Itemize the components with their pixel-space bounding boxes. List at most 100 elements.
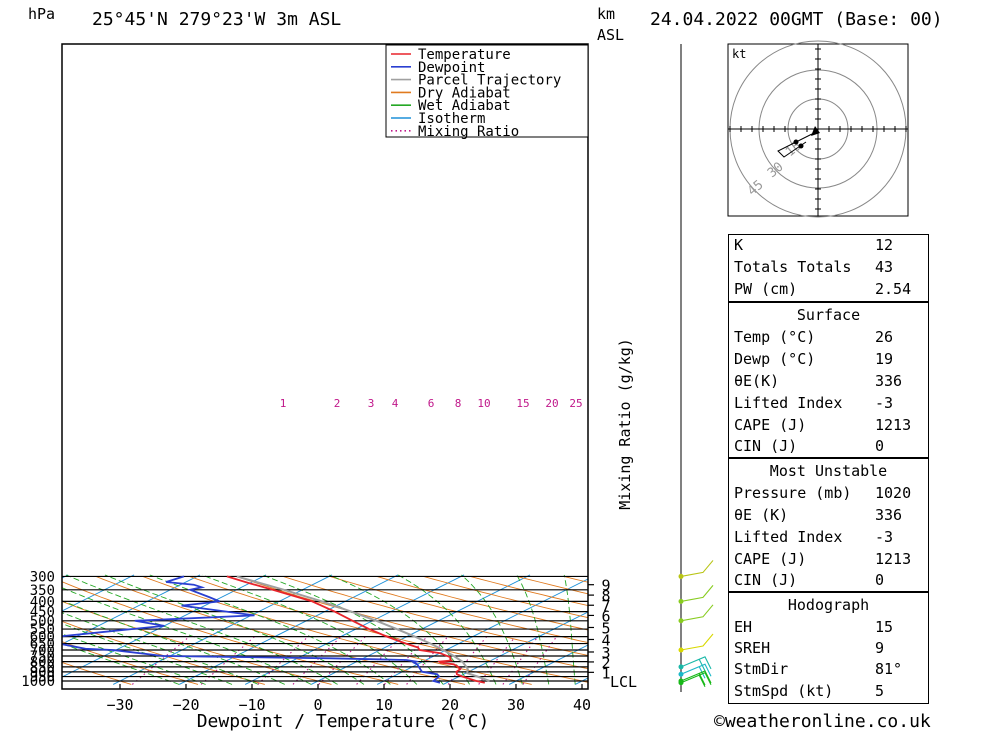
stmspd-value: 5: [875, 682, 885, 700]
surface-table: Surface Temp (°C) 26 Dewp (°C) 19 θE(K) 336…: [728, 302, 929, 458]
temperature-tick-label: 20: [441, 696, 459, 714]
dry-adiabat-line: [376, 575, 588, 631]
mu-cin-label: CIN (J): [734, 571, 798, 589]
surface-title: Surface: [796, 306, 861, 324]
mixing-ratio-tick-label: 3: [368, 397, 375, 410]
stmdir-label: StmDir: [734, 660, 789, 678]
surface-dewp-value: 19: [875, 350, 894, 368]
stmdir-value: 81°: [875, 660, 903, 678]
temperature-line: [226, 575, 485, 684]
wet-adiabat-line: [104, 574, 365, 685]
sreh-label: SREH: [734, 639, 771, 657]
dry-adiabat-line: [329, 575, 588, 644]
dry-adiabat-line: [283, 575, 588, 656]
pw-value: 2.54: [875, 280, 912, 298]
temperature-tick-label: 10: [375, 696, 393, 714]
legend-label: Dry Adiabat: [418, 85, 511, 101]
mu-theta-value: 336: [875, 506, 903, 524]
most-unstable-title: Most Unstable: [769, 462, 888, 480]
pressure-tick-label: 450: [30, 605, 55, 621]
pressure-tick-label: 550: [30, 622, 55, 638]
height-tick-label: 8: [601, 587, 610, 605]
pressure-tick-label: 300: [30, 569, 55, 585]
sreh-value: 9: [875, 639, 885, 657]
mixing-ratio-line: [502, 636, 539, 685]
dry-adiabat-line: [938, 576, 1000, 684]
storm-motion-arrow: [811, 126, 820, 136]
surface-cape-value: 1213: [875, 416, 912, 434]
legend-label: Parcel Trajectory: [418, 73, 561, 89]
dry-adiabat-line: [423, 575, 588, 619]
pressure-tick-label: 1000: [21, 674, 55, 690]
mixing-ratio-tick-label: 6: [428, 397, 435, 410]
isotherm-line: [178, 574, 399, 685]
copyright-footer[interactable]: ©weatheronline.co.uk: [714, 711, 931, 732]
height-tick-label: 3: [601, 644, 610, 662]
surface-li-value: -3: [875, 394, 894, 412]
plot-frame: [61, 43, 589, 690]
pressure-unit-label: hPa: [28, 5, 56, 23]
isotherm-line: [62, 574, 267, 678]
surface-li-label: Lifted Index: [734, 394, 843, 412]
legend-label: Temperature: [418, 47, 511, 63]
pressure-tick-label: 750: [30, 649, 55, 665]
legend-label: Mixing Ratio: [418, 124, 519, 140]
wet-adiabat-line: [62, 600, 285, 685]
wet-adiabat-line: [201, 574, 418, 685]
dry-adiabat-line: [95, 575, 466, 685]
isotherm-line: [0, 575, 2, 684]
dry-adiabat-line: [62, 600, 332, 685]
pressure-tick-label: 600: [30, 630, 55, 646]
totals-value: 43: [875, 258, 894, 276]
dry-adiabat-line: [142, 575, 532, 685]
mu-cin-value: 0: [875, 571, 885, 589]
height-tick-label: 1: [601, 664, 610, 682]
isotherm-line: [62, 574, 135, 612]
height-tick-label: 6: [601, 607, 610, 625]
temperature-tick-label: 30: [507, 696, 525, 714]
dry-adiabat-line: [62, 581, 399, 685]
isotherm-line: [112, 574, 333, 685]
mu-pressure-value: 1020: [875, 484, 912, 502]
mu-pressure-label: Pressure (mb): [734, 484, 852, 502]
isotherm-line: [442, 611, 588, 685]
mixing-ratio-tick-label: 25: [569, 397, 582, 410]
isotherm-line: [376, 578, 588, 685]
isotherm-line: [62, 574, 201, 645]
wind-barb: [680, 670, 712, 686]
dry-adiabat-line: [62, 620, 265, 685]
wet-adiabat-line: [62, 623, 233, 685]
mu-cape-value: 1213: [875, 550, 912, 568]
surface-cin-label: CIN (J): [734, 437, 798, 455]
most-unstable-table: Most Unstable Pressure (mb) 1020 θE (K) 33…: [728, 458, 929, 592]
legend-label: Dewpoint: [418, 60, 485, 76]
pressure-tick-label: 350: [30, 583, 55, 599]
mixing-ratio-line: [522, 636, 558, 685]
mixing-ratio-tick-label: 1: [280, 397, 287, 410]
height-unit-asl: ASL: [597, 26, 625, 44]
surface-theta-label: θE(K): [734, 372, 780, 390]
mixing-ratio-tick-label: 2: [334, 397, 341, 410]
surface-temp-label: Temp (°C): [734, 328, 816, 346]
pressure-tick-label: 800: [30, 655, 55, 671]
wind-barb: [680, 672, 712, 687]
temperature-tick-label: −10: [238, 696, 265, 714]
k-index-label: K: [734, 236, 744, 254]
mixing-ratio-tick-label: 8: [455, 397, 462, 410]
pressure-tick-label: 900: [30, 665, 55, 681]
dry-adiabat-line: [62, 661, 132, 685]
lcl-label: LCL: [610, 673, 637, 691]
wet-adiabat-line: [62, 587, 312, 685]
mixing-ratio-axis-title: Mixing Ratio (g/kg): [616, 338, 634, 510]
wet-adiabat-line: [149, 574, 391, 685]
k-index-value: 12: [875, 236, 894, 254]
height-tick-label: 7: [601, 597, 610, 615]
eh-label: EH: [734, 618, 753, 636]
mixing-ratio-line: [356, 636, 402, 685]
stmspd-label: StmSpd (kt): [734, 682, 834, 700]
pressure-tick-label: 850: [30, 660, 55, 676]
wind-barb: [680, 656, 712, 672]
pressure-tick-label: 650: [30, 637, 55, 653]
indices-table: K 12 Totals Totals 43 PW (cm) 2.54: [728, 234, 929, 302]
pw-label: PW (cm): [734, 280, 798, 298]
